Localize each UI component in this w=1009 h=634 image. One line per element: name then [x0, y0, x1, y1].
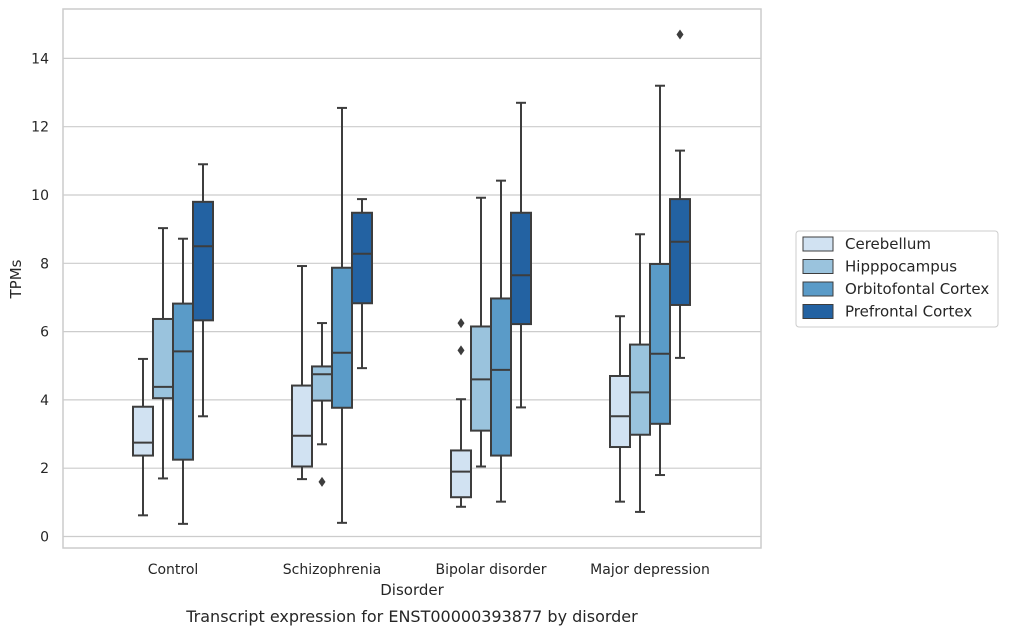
outlier-point	[457, 345, 465, 356]
box-prefrontal-cortex	[192, 163, 214, 418]
x-axis-ticks: Control Schizophrenia Bipolar disorder Majo…	[148, 562, 710, 578]
y-tick-label: 2	[40, 461, 49, 477]
outlier-point	[676, 29, 684, 40]
box-hipppocampus	[629, 233, 651, 513]
x-tick-label: Control	[148, 562, 199, 578]
box-prefrontal-cortex	[351, 198, 373, 370]
y-tick-label: 0	[40, 530, 49, 546]
box-iqr	[450, 449, 472, 499]
box-hipppocampus	[470, 196, 492, 468]
box-cerebellum	[609, 315, 631, 503]
y-tick-label: 8	[40, 256, 49, 272]
outlier-point	[457, 318, 465, 329]
legend-swatch	[802, 259, 834, 274]
box-cerebellum	[132, 357, 154, 517]
box-iqr	[172, 302, 194, 461]
box-iqr	[132, 405, 154, 457]
legend-label: Cerebellum	[845, 235, 931, 253]
box-orbitofontal-cortex	[490, 179, 512, 503]
legend: Cerebellum Hipppocampus Orbitofontal Corte…	[795, 230, 999, 328]
box-hipppocampus	[152, 227, 174, 480]
plot-area-frame	[62, 8, 762, 549]
legend-label: Orbitofontal Cortex	[845, 280, 989, 298]
x-tick-label: Major depression	[590, 562, 710, 578]
box-iqr	[311, 365, 333, 402]
legend-frame	[795, 230, 999, 328]
y-tick-label: 14	[31, 51, 49, 67]
box-cerebellum	[450, 318, 472, 508]
box-hipppocampus	[311, 322, 333, 487]
chart-caption: Transcript expression for ENST0000039387…	[185, 607, 638, 626]
box-plots	[132, 29, 691, 525]
box-iqr	[351, 211, 373, 305]
box-orbitofontal-cortex	[649, 84, 671, 477]
box-prefrontal-cortex	[669, 29, 691, 359]
box-iqr	[291, 384, 313, 468]
x-axis-label: Disorder	[380, 581, 444, 599]
legend-swatch	[802, 304, 834, 319]
x-tick-label: Bipolar disorder	[435, 562, 546, 578]
legend-label: Prefrontal Cortex	[845, 303, 972, 321]
box-iqr	[649, 262, 671, 425]
box-iqr	[192, 200, 214, 322]
y-tick-label: 12	[31, 120, 49, 136]
legend-swatch	[802, 281, 834, 297]
box-iqr	[490, 297, 512, 457]
y-tick-label: 4	[40, 393, 49, 409]
box-iqr	[609, 374, 631, 449]
box-iqr	[669, 198, 691, 306]
y-axis-ticks: 0 2 4 6 8 10 12 14	[31, 51, 49, 545]
legend-label: Hipppocampus	[845, 258, 957, 276]
box-iqr	[510, 211, 532, 326]
legend-swatch	[802, 236, 834, 252]
box-cerebellum	[291, 265, 313, 481]
x-tick-label: Schizophrenia	[283, 562, 381, 578]
y-tick-label: 10	[31, 188, 49, 204]
box-iqr	[629, 343, 651, 436]
y-tick-label: 6	[40, 325, 49, 341]
box-iqr	[331, 266, 353, 409]
y-axis-label: TPMs	[7, 259, 25, 299]
box-orbitofontal-cortex	[172, 237, 194, 525]
outlier-point	[318, 476, 326, 487]
box-prefrontal-cortex	[510, 101, 532, 409]
box-orbitofontal-cortex	[331, 106, 353, 524]
